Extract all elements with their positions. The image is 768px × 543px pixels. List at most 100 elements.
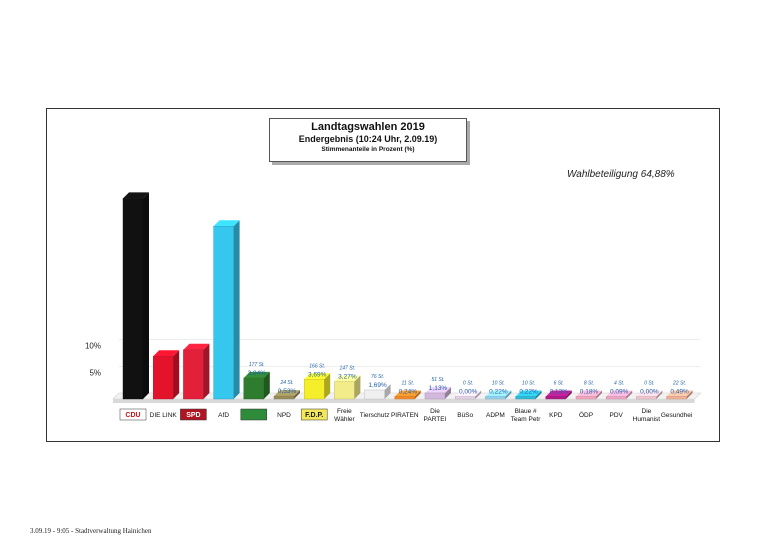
category-label: Humanist (633, 416, 661, 423)
bar (122, 198, 144, 400)
bar-top (455, 390, 482, 397)
bar-chart: 10% 5% CDU DIE LINK SPD AfD 177 St. 3,94% 24 St.… (85, 192, 702, 423)
bar-side (143, 192, 149, 399)
category-label: KPD (549, 412, 563, 419)
category-label: AfD (218, 412, 229, 419)
bar-side (354, 375, 361, 399)
bar (424, 392, 446, 400)
bar-top (666, 390, 693, 397)
category-label: PDV (610, 412, 624, 419)
bar-vote-label: 10 St. (522, 381, 535, 387)
bar-top (576, 390, 602, 397)
bar-top (636, 390, 663, 397)
bar (485, 396, 506, 400)
bar-top (515, 390, 542, 397)
bar-side (656, 390, 663, 399)
bar-vote-label: 0 St. (463, 381, 473, 387)
chart-title-box: Landtagswahlen 2019 Endergebnis (10:24 U… (269, 118, 467, 162)
bar (273, 395, 295, 400)
bar-vote-label: 177 St. (249, 362, 265, 368)
bar-top (425, 386, 451, 393)
category-label: SPD (186, 412, 200, 419)
bar-side (535, 390, 542, 399)
bar (394, 396, 415, 400)
bar (243, 377, 265, 400)
bar-top (394, 390, 421, 397)
bar-value-label: 0,22% (519, 389, 538, 396)
bar-value-label: 0,18% (580, 389, 599, 396)
party-logo (180, 408, 207, 421)
bar-vote-label: 11 St. (401, 381, 414, 387)
bar-vote-label: 4 St. (614, 381, 624, 387)
bar-vote-label: 166 St. (309, 363, 325, 369)
bar (334, 381, 355, 400)
turnout-label: Wahlbeteiligung 64,88% (567, 169, 675, 180)
bar-side (505, 390, 512, 399)
bar-vote-label: 6 St. (554, 381, 564, 387)
bar-value-label: 0,53% (278, 388, 297, 395)
bar-value-label: 3,94% (248, 370, 267, 377)
bar-value-label: 0,22% (489, 389, 508, 396)
bar-side (233, 220, 240, 399)
bar-vote-label: 51 St. (431, 377, 444, 383)
bar-top (485, 390, 512, 397)
chart-frame: Landtagswahlen 2019 Endergebnis (10:24 U… (46, 108, 720, 442)
category-label: ÖDP (579, 411, 593, 419)
bar-side (686, 390, 693, 399)
bar-vote-label: 10 St. (492, 381, 505, 387)
bar-top (364, 383, 391, 390)
bar-side (324, 373, 331, 399)
bar-value-label: 3,69% (308, 371, 327, 378)
bar-side (173, 350, 180, 399)
bar (606, 396, 627, 400)
category-label: Team Petr (511, 416, 541, 423)
bar-top (334, 375, 361, 382)
bar-value-label: 3,27% (338, 374, 357, 381)
party-logo (300, 408, 328, 421)
bar-side (475, 390, 482, 399)
category-label: Die (430, 408, 440, 415)
bar-vote-label: 8 St. (584, 381, 594, 387)
bar (304, 379, 325, 400)
bar-vote-label: 24 St. (279, 380, 293, 386)
party-logo (240, 408, 268, 421)
category-label: Tierschutz (360, 412, 390, 419)
category-label: PIRATEN (391, 412, 419, 419)
bar-vote-label: 76 St. (371, 374, 384, 380)
bar (666, 396, 687, 400)
bar-side (626, 390, 633, 399)
bar-value-label: 0,00% (459, 389, 478, 396)
category-label: Freie (337, 408, 352, 415)
bar (183, 349, 204, 400)
party-logo (119, 408, 147, 421)
category-label: DIE LINK (150, 412, 178, 419)
bar (575, 396, 597, 400)
bar (152, 355, 174, 400)
category-label: CDU (125, 412, 140, 419)
bar-side (384, 383, 391, 399)
category-label: NPD (277, 412, 291, 419)
bar (545, 396, 566, 400)
bar-top (153, 350, 180, 357)
bar-value-label: 1,13% (429, 385, 448, 392)
bar-side (596, 390, 602, 399)
bar (515, 396, 536, 400)
category-label: ADPM (486, 412, 505, 419)
bar-top (304, 373, 331, 380)
bar-side (414, 390, 421, 399)
category-label: F.D.P. (305, 412, 323, 419)
chart-floor-edge (113, 399, 695, 403)
bar-value-label: 0,00% (640, 389, 659, 396)
bar-value-label: 1,69% (368, 382, 387, 389)
bar-top (545, 390, 572, 397)
bar-value-label: 0,13% (550, 389, 569, 396)
y-tick-label: 10% (85, 342, 101, 351)
bar-vote-label: 0 St. (644, 381, 654, 387)
category-label: Die (642, 408, 652, 415)
bar-value-label: 0,49% (670, 388, 689, 395)
bar-side (565, 390, 572, 399)
bar-value-label: 0,24% (399, 389, 418, 396)
bar-value-label: 0,09% (610, 389, 629, 396)
chart-caption: Stimmenanteile in Prozent (%) (321, 146, 415, 153)
bar-top (213, 220, 240, 227)
